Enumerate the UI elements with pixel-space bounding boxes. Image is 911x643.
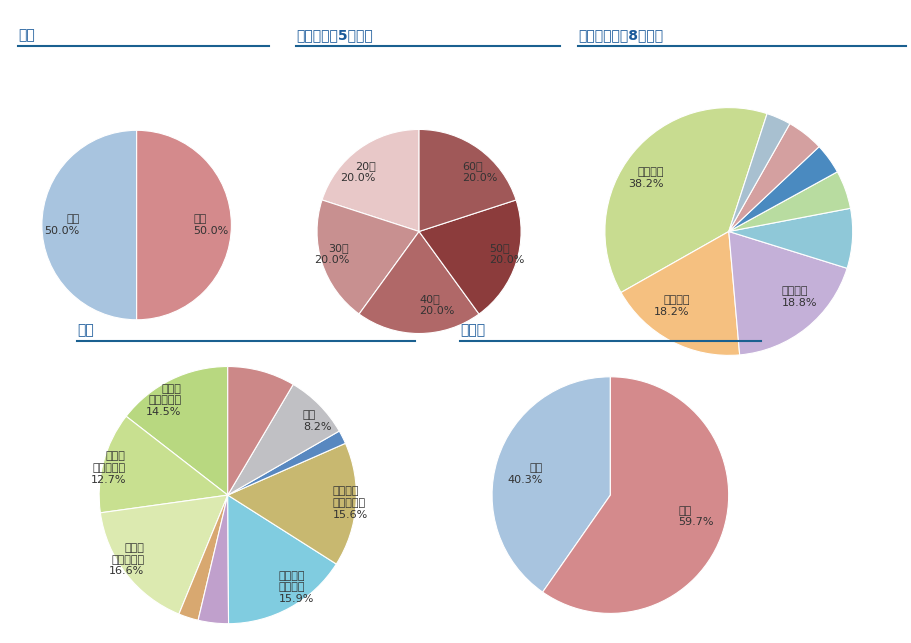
- Text: 居住地（地方8区分）: 居住地（地方8区分）: [578, 28, 663, 42]
- Text: 男性
50.0%: 男性 50.0%: [45, 214, 80, 236]
- Wedge shape: [126, 367, 228, 495]
- Text: 関東地方
38.2%: 関東地方 38.2%: [628, 167, 663, 189]
- Text: 会社員
（その他）
16.6%: 会社員 （その他） 16.6%: [109, 543, 145, 576]
- Wedge shape: [729, 114, 790, 231]
- Wedge shape: [99, 416, 228, 513]
- Text: 近畿地方
18.8%: 近畿地方 18.8%: [782, 286, 817, 308]
- Wedge shape: [322, 129, 419, 231]
- Wedge shape: [729, 123, 819, 231]
- Text: 40代
20.0%: 40代 20.0%: [419, 294, 455, 316]
- Wedge shape: [100, 495, 228, 614]
- Text: 60代
20.0%: 60代 20.0%: [462, 161, 497, 183]
- Text: パート・
アルバイト
15.6%: パート・ アルバイト 15.6%: [333, 487, 368, 520]
- Text: 専業主婦
（主夫）
15.9%: 専業主婦 （主夫） 15.9%: [279, 571, 314, 604]
- Wedge shape: [419, 129, 517, 231]
- Wedge shape: [419, 200, 521, 314]
- Text: 50代
20.0%: 50代 20.0%: [489, 244, 525, 265]
- Wedge shape: [137, 131, 231, 320]
- Wedge shape: [179, 495, 228, 620]
- Wedge shape: [228, 431, 345, 495]
- Text: 30代
20.0%: 30代 20.0%: [313, 244, 349, 265]
- Text: 20代
20.0%: 20代 20.0%: [341, 161, 376, 183]
- Text: 中部地方
18.2%: 中部地方 18.2%: [654, 295, 690, 317]
- Text: 性別: 性別: [18, 28, 35, 42]
- Wedge shape: [729, 147, 837, 231]
- Wedge shape: [42, 131, 137, 320]
- Wedge shape: [228, 495, 336, 624]
- Wedge shape: [729, 208, 853, 268]
- Wedge shape: [492, 377, 610, 592]
- Text: 年齢（年代5区分）: 年齢（年代5区分）: [296, 28, 373, 42]
- Wedge shape: [228, 443, 356, 564]
- Wedge shape: [359, 231, 479, 334]
- Wedge shape: [729, 172, 851, 231]
- Wedge shape: [228, 367, 293, 495]
- Wedge shape: [228, 385, 339, 495]
- Wedge shape: [621, 231, 740, 356]
- Text: 未既婚: 未既婚: [460, 323, 486, 338]
- Wedge shape: [729, 231, 847, 355]
- Text: 会社員
（技術系）
12.7%: 会社員 （技術系） 12.7%: [90, 451, 126, 485]
- Wedge shape: [543, 377, 729, 613]
- Text: 職業: 職業: [77, 323, 94, 338]
- Text: 既婚
59.7%: 既婚 59.7%: [678, 505, 713, 527]
- Text: 無職
8.2%: 無職 8.2%: [302, 410, 332, 432]
- Wedge shape: [605, 107, 767, 293]
- Text: 未婚
40.3%: 未婚 40.3%: [507, 463, 543, 485]
- Text: 会社員
（事務系）
14.5%: 会社員 （事務系） 14.5%: [146, 384, 181, 417]
- Wedge shape: [317, 200, 419, 314]
- Wedge shape: [198, 495, 229, 624]
- Text: 女性
50.0%: 女性 50.0%: [193, 214, 229, 236]
